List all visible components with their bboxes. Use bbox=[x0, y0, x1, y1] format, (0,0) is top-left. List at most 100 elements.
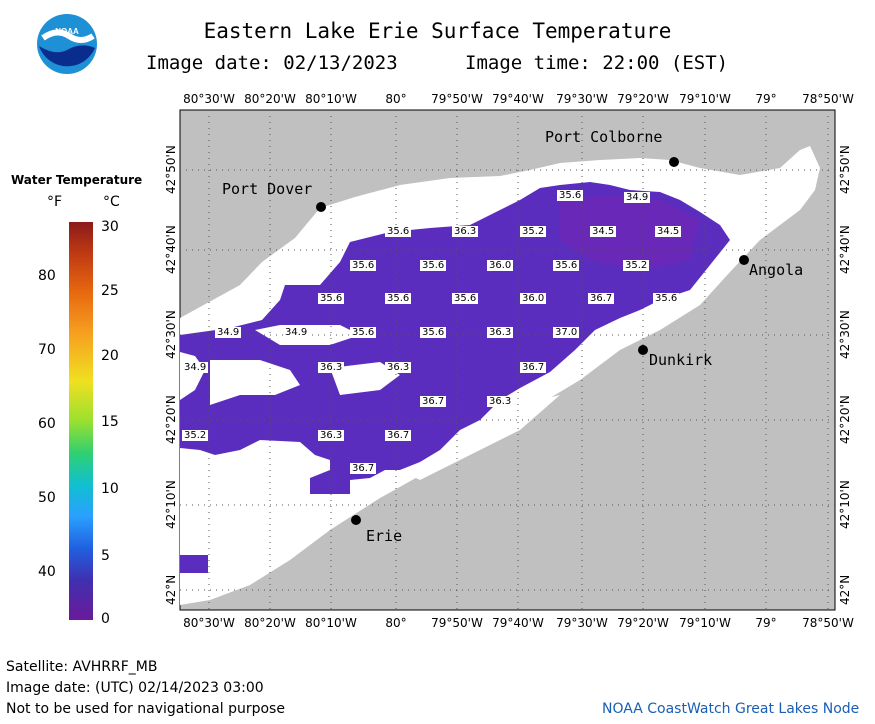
temperature-label: 34.5 bbox=[655, 226, 682, 237]
noaa-logo: NOAA bbox=[35, 12, 99, 76]
temperature-label: 34.9 bbox=[624, 192, 651, 203]
colder-water-patch bbox=[560, 195, 700, 270]
image-date: Image date: 02/13/2023 bbox=[146, 52, 398, 74]
longitude-label: 78°50'W bbox=[802, 92, 854, 106]
city-marker-port-dover bbox=[316, 202, 326, 212]
latitude-label: 42°40'N bbox=[838, 225, 852, 275]
latitude-label: 42°50'N bbox=[838, 145, 852, 195]
temperature-label: 36.3 bbox=[487, 396, 514, 407]
city-marker-port-colborne bbox=[669, 157, 679, 167]
temperature-label: 35.6 bbox=[557, 190, 584, 201]
temperature-label: 35.6 bbox=[420, 327, 447, 338]
temperature-label: 34.5 bbox=[590, 226, 617, 237]
legend-tick-f: 60 bbox=[38, 416, 56, 432]
city-marker-dunkirk bbox=[638, 345, 648, 355]
longitude-label: 79°50'W bbox=[431, 616, 483, 630]
legend-unit-f: °F bbox=[47, 194, 63, 210]
latitude-label: 42°10'N bbox=[164, 480, 178, 530]
cold-water-blob bbox=[310, 480, 350, 494]
temperature-label: 35.6 bbox=[350, 327, 377, 338]
legend-tick-f: 50 bbox=[38, 490, 56, 506]
longitude-label: 79° bbox=[755, 616, 777, 630]
temperature-label: 36.7 bbox=[520, 362, 547, 373]
legend-unit-c: °C bbox=[103, 194, 120, 210]
longitude-label: 79°40'W bbox=[492, 92, 544, 106]
temperature-label: 37.0 bbox=[553, 327, 580, 338]
legend-tick-c: 0 bbox=[101, 611, 110, 627]
nodata-patch bbox=[400, 395, 560, 480]
longitude-label: 79°50'W bbox=[431, 92, 483, 106]
city-label-port-dover: Port Dover bbox=[222, 180, 313, 198]
temperature-label: 35.2 bbox=[520, 226, 547, 237]
longitude-label: 79°40'W bbox=[492, 616, 544, 630]
disclaimer: Not to be used for navigational purpose bbox=[6, 701, 285, 717]
longitude-label: 79°30'W bbox=[556, 616, 608, 630]
longitude-label: 80°30'W bbox=[183, 616, 235, 630]
color-scale-bar bbox=[69, 222, 93, 620]
satellite-info: Satellite: AVHRRF_MB bbox=[6, 659, 158, 675]
city-marker-angola bbox=[739, 255, 749, 265]
temperature-label: 36.0 bbox=[487, 260, 514, 271]
legend-title: Water Temperature bbox=[11, 173, 143, 187]
legend-tick-c: 5 bbox=[101, 548, 110, 564]
temperature-label: 36.7 bbox=[350, 463, 377, 474]
latitude-label: 42°N bbox=[164, 574, 178, 606]
latitude-label: 42°20'N bbox=[838, 395, 852, 445]
temperature-label: 35.6 bbox=[452, 293, 479, 304]
node-credit: NOAA CoastWatch Great Lakes Node bbox=[602, 701, 860, 717]
cold-water-blob bbox=[180, 555, 208, 573]
temperature-label: 36.3 bbox=[487, 327, 514, 338]
nodata-patch bbox=[330, 362, 400, 395]
temperature-label: 35.2 bbox=[182, 430, 209, 441]
longitude-label: 78°50'W bbox=[802, 616, 854, 630]
longitude-label: 79°20'W bbox=[617, 92, 669, 106]
latitude-label: 42°50'N bbox=[164, 145, 178, 195]
longitude-label: 80°20'W bbox=[244, 92, 296, 106]
temperature-label: 35.6 bbox=[318, 293, 345, 304]
city-label-dunkirk: Dunkirk bbox=[649, 351, 713, 369]
longitude-label: 80° bbox=[385, 92, 407, 106]
longitude-label: 80° bbox=[385, 616, 407, 630]
temperature-label: 34.9 bbox=[182, 362, 209, 373]
temperature-label: 34.9 bbox=[215, 327, 242, 338]
longitude-label: 80°20'W bbox=[244, 616, 296, 630]
legend-tick-c: 30 bbox=[101, 219, 119, 235]
longitude-label: 79°20'W bbox=[617, 616, 669, 630]
logo-text: NOAA bbox=[55, 27, 79, 36]
temperature-label: 36.3 bbox=[318, 430, 345, 441]
longitude-label: 79°30'W bbox=[556, 92, 608, 106]
nodata-patch bbox=[210, 360, 300, 405]
latitude-label: 42°30'N bbox=[838, 310, 852, 360]
temperature-label: 36.7 bbox=[385, 430, 412, 441]
temperature-label: 34.9 bbox=[283, 327, 310, 338]
utc-date: Image date: (UTC) 02/14/2023 03:00 bbox=[6, 680, 264, 696]
latitude-label: 42°N bbox=[838, 574, 852, 606]
legend-tick-f: 40 bbox=[38, 564, 56, 580]
legend-tick-c: 25 bbox=[101, 283, 119, 299]
temperature-label: 35.6 bbox=[420, 260, 447, 271]
longitude-label: 80°30'W bbox=[183, 92, 235, 106]
longitude-label: 79°10'W bbox=[679, 92, 731, 106]
longitude-label: 80°10'W bbox=[305, 616, 357, 630]
latitude-label: 42°40'N bbox=[164, 225, 178, 275]
legend-tick-f: 80 bbox=[38, 268, 56, 284]
city-label-port-colborne: Port Colborne bbox=[545, 128, 663, 146]
longitude-label: 79° bbox=[755, 92, 777, 106]
temperature-label: 35.6 bbox=[350, 260, 377, 271]
legend-tick-c: 20 bbox=[101, 348, 119, 364]
temperature-label: 36.3 bbox=[385, 362, 412, 373]
temperature-label: 35.2 bbox=[623, 260, 650, 271]
city-marker-erie bbox=[351, 515, 361, 525]
temperature-label: 35.6 bbox=[385, 293, 412, 304]
temperature-label: 36.0 bbox=[520, 293, 547, 304]
legend-tick-f: 70 bbox=[38, 342, 56, 358]
temperature-label: 35.6 bbox=[385, 226, 412, 237]
temperature-label: 35.6 bbox=[653, 293, 680, 304]
longitude-label: 80°10'W bbox=[305, 92, 357, 106]
temperature-label: 35.6 bbox=[553, 260, 580, 271]
longitude-label: 79°10'W bbox=[679, 616, 731, 630]
latitude-label: 42°10'N bbox=[838, 480, 852, 530]
temperature-label: 36.7 bbox=[420, 396, 447, 407]
city-label-angola: Angola bbox=[749, 261, 804, 279]
